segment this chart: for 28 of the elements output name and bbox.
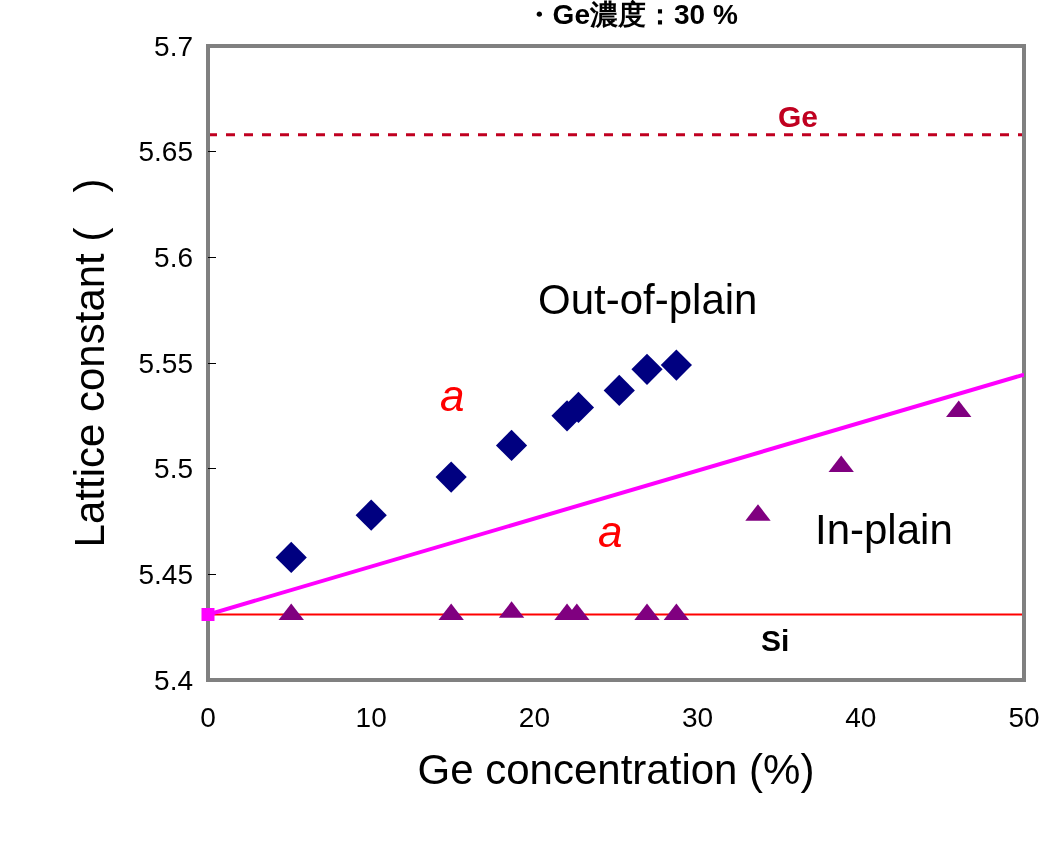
chart-title: ・Ge濃度：30 %: [524, 0, 738, 30]
x-tick-label: 30: [682, 702, 714, 733]
ref-line-label: Si: [761, 624, 790, 657]
y-tick-label: 5.4: [154, 664, 193, 696]
point: [603, 374, 635, 407]
series-label: In-plain: [815, 506, 953, 553]
annotation: a: [598, 507, 623, 556]
point: [660, 349, 692, 381]
x-tick-label: 50: [1008, 702, 1040, 733]
y-tick-label: 5.7: [154, 30, 193, 62]
point: [355, 499, 387, 531]
x-tick-label: 40: [845, 702, 877, 733]
y-tick-label: 5.5: [154, 453, 193, 485]
annotation: a: [440, 371, 465, 420]
x-tick-label: 0: [200, 702, 216, 733]
ref-line-label: Ge: [778, 100, 819, 133]
point: [495, 429, 528, 462]
series-label: Out-of-plain: [538, 276, 758, 323]
x-tick-label: 20: [518, 702, 550, 733]
y-axis-title: Lattice constant ( ): [66, 178, 114, 548]
y-tick-label: 5.55: [138, 347, 193, 379]
y-tick-label: 5.65: [138, 136, 193, 168]
x-axis-title: Ge concentration (%): [417, 745, 815, 793]
y-tick-label: 5.6: [154, 242, 193, 274]
x-tick-label: 10: [355, 702, 387, 733]
point: [435, 461, 467, 493]
y-tick-label: 5.45: [138, 559, 193, 591]
point: [631, 353, 663, 385]
